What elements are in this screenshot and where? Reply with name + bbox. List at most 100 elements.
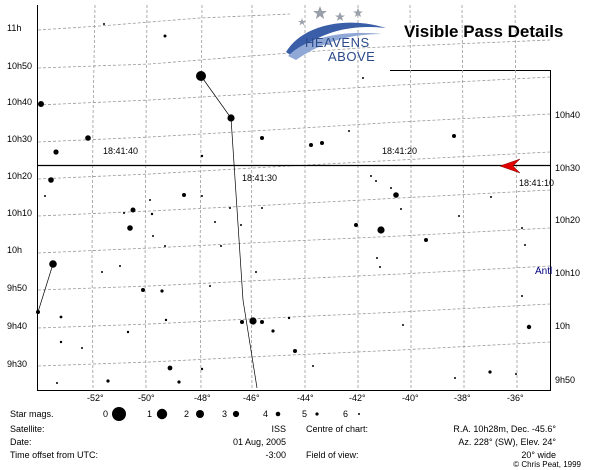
star	[377, 226, 385, 234]
dec-grid-line	[514, 4, 518, 390]
star	[130, 207, 136, 213]
page-title: Visible Pass Details	[404, 22, 564, 41]
star	[424, 238, 428, 242]
star	[354, 223, 358, 227]
ra-grid-line	[37, 76, 551, 106]
star	[393, 192, 399, 198]
star	[370, 175, 372, 177]
star-field	[36, 23, 532, 384]
ra-label-right: 10h30	[555, 163, 581, 173]
legend-mag: 6	[343, 409, 349, 419]
star	[220, 245, 222, 247]
legend-mag: 0	[103, 409, 109, 419]
star	[309, 143, 313, 147]
star	[101, 271, 103, 273]
ra-grid-line	[37, 341, 551, 367]
star	[390, 187, 392, 189]
star	[260, 136, 264, 140]
pass-time-label: 18:41:40	[103, 146, 139, 156]
ra-label-right: 10h	[555, 321, 571, 331]
star	[454, 377, 456, 379]
star	[106, 379, 110, 383]
dec-label: -44°	[297, 393, 314, 403]
star	[376, 257, 378, 259]
star	[59, 340, 63, 344]
star	[200, 154, 204, 158]
ra-label-right: 9h50	[555, 375, 576, 385]
star	[312, 365, 314, 367]
copyright: © Chris Peat, 1999	[513, 460, 581, 469]
star	[249, 317, 257, 325]
pass-time-label: 18:41:10	[519, 178, 555, 188]
star	[149, 199, 151, 201]
legend-label: Star mags.	[10, 409, 54, 419]
legend-mag: 5	[302, 409, 308, 419]
coordinate-grid	[37, 4, 551, 391]
satellite-value: ISS	[271, 424, 286, 434]
dec-label: -52°	[87, 393, 104, 403]
star	[56, 382, 58, 384]
chart-centre-label: Centre of chart:	[306, 424, 369, 434]
dec-label: -50°	[138, 393, 155, 403]
star	[293, 349, 297, 353]
constellation-label: Antl	[535, 266, 553, 277]
dec-label: -36°	[507, 393, 524, 403]
chart-centre-azel: Az. 228° (SW), Elev. 24°	[458, 437, 556, 447]
fov-label: Field of view:	[306, 450, 359, 460]
ra-label-left: 10h30	[7, 134, 33, 144]
star	[521, 295, 523, 297]
star	[141, 288, 145, 292]
dec-grid-line	[199, 4, 203, 391]
star	[379, 266, 381, 268]
legend-mag: 4	[263, 409, 269, 419]
ra-grid-line	[37, 227, 551, 254]
chart-centre-radec: R.A. 10h28m, Dec. -45.6°	[453, 424, 556, 434]
ra-label-left: 9h50	[7, 283, 28, 293]
dec-grid-line	[250, 5, 253, 391]
star	[81, 347, 83, 349]
pass-time-label: 18:41:20	[382, 146, 418, 156]
star	[400, 208, 402, 210]
dec-grid-line	[144, 4, 148, 391]
ra-label-left: 10h40	[7, 97, 33, 107]
ra-grid-line	[37, 303, 551, 329]
ra-grid-line	[37, 39, 551, 69]
star	[200, 367, 204, 371]
ra-grid-line	[37, 151, 551, 180]
legend-mag: 1	[147, 409, 153, 419]
star	[48, 177, 54, 183]
star	[177, 380, 181, 384]
star	[490, 196, 492, 198]
constellation-line	[200, 75, 258, 389]
logo-swoosh-icon	[286, 6, 386, 60]
dec-label: -46°	[243, 393, 260, 403]
star	[214, 221, 216, 223]
legend-mag: 3	[222, 409, 228, 419]
dec-label: -48°	[194, 393, 211, 403]
logo-text-above: ABOVE	[328, 49, 376, 64]
dec-grid-line	[91, 4, 96, 391]
ra-label-left: 9h30	[7, 359, 28, 369]
star	[524, 244, 526, 246]
star	[123, 212, 125, 214]
star	[160, 289, 164, 293]
star	[164, 245, 166, 247]
star	[182, 193, 186, 197]
star	[320, 141, 324, 145]
ra-grid-line	[37, 113, 551, 143]
star	[229, 207, 231, 209]
star	[127, 225, 133, 231]
star	[152, 235, 154, 237]
dec-grid-line	[461, 4, 465, 390]
fov-value: 20° wide	[521, 450, 556, 460]
star	[44, 195, 46, 197]
ra-label-left: 9h40	[7, 321, 28, 331]
star	[362, 77, 364, 79]
star	[85, 135, 91, 141]
date-value: 01 Aug, 2005	[232, 437, 286, 447]
star	[240, 224, 242, 226]
dec-label: -42°	[349, 393, 366, 403]
star	[53, 149, 59, 155]
ra-label-left: 10h50	[7, 61, 33, 71]
pass-time-label: 18:41:30	[242, 173, 278, 183]
